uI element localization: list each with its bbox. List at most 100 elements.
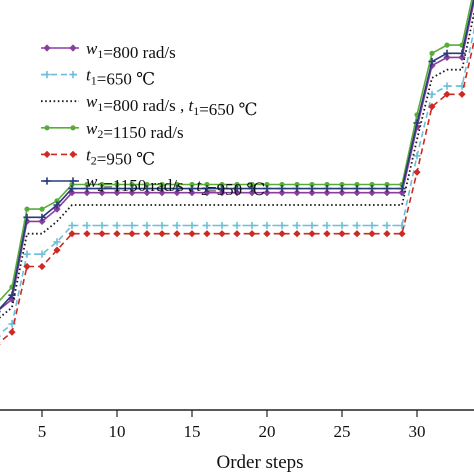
series-4-point <box>204 181 210 188</box>
series-1-point <box>113 189 121 197</box>
series-2-point <box>428 90 436 98</box>
series-2-point <box>308 221 316 230</box>
series-5-point <box>68 230 76 238</box>
series-1-point <box>398 189 406 197</box>
series-3 <box>0 9 474 319</box>
series-1-point <box>443 53 451 61</box>
series-6-point <box>98 185 106 193</box>
legend-marker-2 <box>69 71 77 79</box>
series-1-point <box>293 189 301 197</box>
series-2-point <box>23 250 31 258</box>
series-6-point <box>263 185 271 193</box>
legend-marker-4 <box>70 125 76 131</box>
series-5-point <box>23 262 31 271</box>
series-2-point <box>233 221 241 230</box>
series-6-point <box>158 185 166 193</box>
series-2-point <box>38 250 46 258</box>
series-6-point <box>188 185 196 193</box>
series-1-point <box>143 189 151 197</box>
legend-item-4: w2=1150 rad/s <box>41 119 184 142</box>
series-1-point <box>83 189 91 197</box>
series-4-point <box>219 181 225 188</box>
series-1-point <box>338 189 346 197</box>
series-6-point <box>68 185 76 193</box>
series-2-point <box>383 221 391 230</box>
series-2-point <box>53 238 61 246</box>
series-1-point <box>383 189 391 197</box>
series-6-point <box>53 201 61 209</box>
series-1-point <box>368 189 376 197</box>
x-tick-label: 5 <box>38 422 47 441</box>
series-2-point <box>128 221 136 230</box>
series-4-point <box>384 181 390 188</box>
series-4-point <box>444 42 450 48</box>
series-2-point <box>398 221 406 230</box>
legend-marker-4 <box>44 125 50 131</box>
legend-item-6: w2=1150 rad/s , t2=950 ℃ <box>41 172 265 199</box>
legend-item-2: t1=650 ℃ <box>41 66 155 89</box>
series-5-point <box>353 230 361 238</box>
x-tick-label: 20 <box>259 422 276 441</box>
series-5-point <box>0 343 1 345</box>
series-layer <box>0 0 474 345</box>
series-5-point <box>158 230 166 238</box>
series-5-point <box>188 230 196 238</box>
series-6-point <box>383 185 391 193</box>
series-2 <box>0 15 474 337</box>
series-4-point <box>234 181 240 188</box>
x-tick-label: 15 <box>184 422 201 441</box>
series-4-point <box>369 181 375 188</box>
series-6-point <box>278 185 286 193</box>
series-6-point <box>83 185 91 193</box>
series-6-point <box>8 291 16 299</box>
series-6-point <box>338 185 346 193</box>
series-6-point <box>143 185 151 193</box>
x-axis-title: Order steps <box>216 452 303 473</box>
legend-item-5: t2=950 ℃ <box>41 145 155 168</box>
series-3-line <box>0 9 474 319</box>
series-2-point <box>443 82 451 90</box>
legend-label-1: w1=800 rad/s <box>86 39 176 62</box>
series-5-point <box>8 328 16 336</box>
series-4-point <box>249 181 255 188</box>
series-1-point <box>158 189 166 197</box>
series-2-point <box>218 221 226 230</box>
series-6-point <box>248 185 256 193</box>
x-ticks: 5 10 15 20 25 30 <box>38 410 426 441</box>
series-5-point <box>248 230 256 238</box>
series-5-point <box>308 230 316 238</box>
legend-marker-1 <box>69 44 77 52</box>
series-2-point <box>263 221 271 230</box>
series-6-point <box>38 213 46 221</box>
series-1-point <box>353 189 361 197</box>
series-2-point <box>113 221 121 230</box>
series-2-point <box>203 221 211 230</box>
series-4-point <box>129 181 135 188</box>
series-2-point <box>98 221 106 230</box>
series-5-point <box>53 246 61 254</box>
series-1-point <box>38 217 46 225</box>
series-5-line <box>0 38 474 343</box>
x-tick-label: 10 <box>109 422 126 441</box>
series-1-point <box>218 189 226 197</box>
series-6-point <box>293 185 301 193</box>
series-2-point <box>368 221 376 230</box>
series-4-point <box>429 50 435 56</box>
series-5-point <box>428 103 436 111</box>
legend-marker-5 <box>43 150 51 158</box>
series-6-point <box>128 185 136 193</box>
series-6-point <box>323 185 331 193</box>
series-4-point <box>99 181 105 188</box>
series-5-point <box>263 230 271 238</box>
series-5-point <box>398 230 406 238</box>
legend-marker-5 <box>69 150 77 158</box>
series-2-point <box>0 335 1 337</box>
series-5-point <box>338 230 346 238</box>
series-6-point <box>413 119 421 127</box>
legend-marker-1 <box>43 44 51 52</box>
series-5 <box>0 28 474 345</box>
series-1-point <box>323 189 331 197</box>
series-6-point <box>233 185 241 193</box>
legend-label-6: w2=1150 rad/s , t2=950 ℃ <box>86 172 265 199</box>
series-6-point <box>428 57 436 66</box>
